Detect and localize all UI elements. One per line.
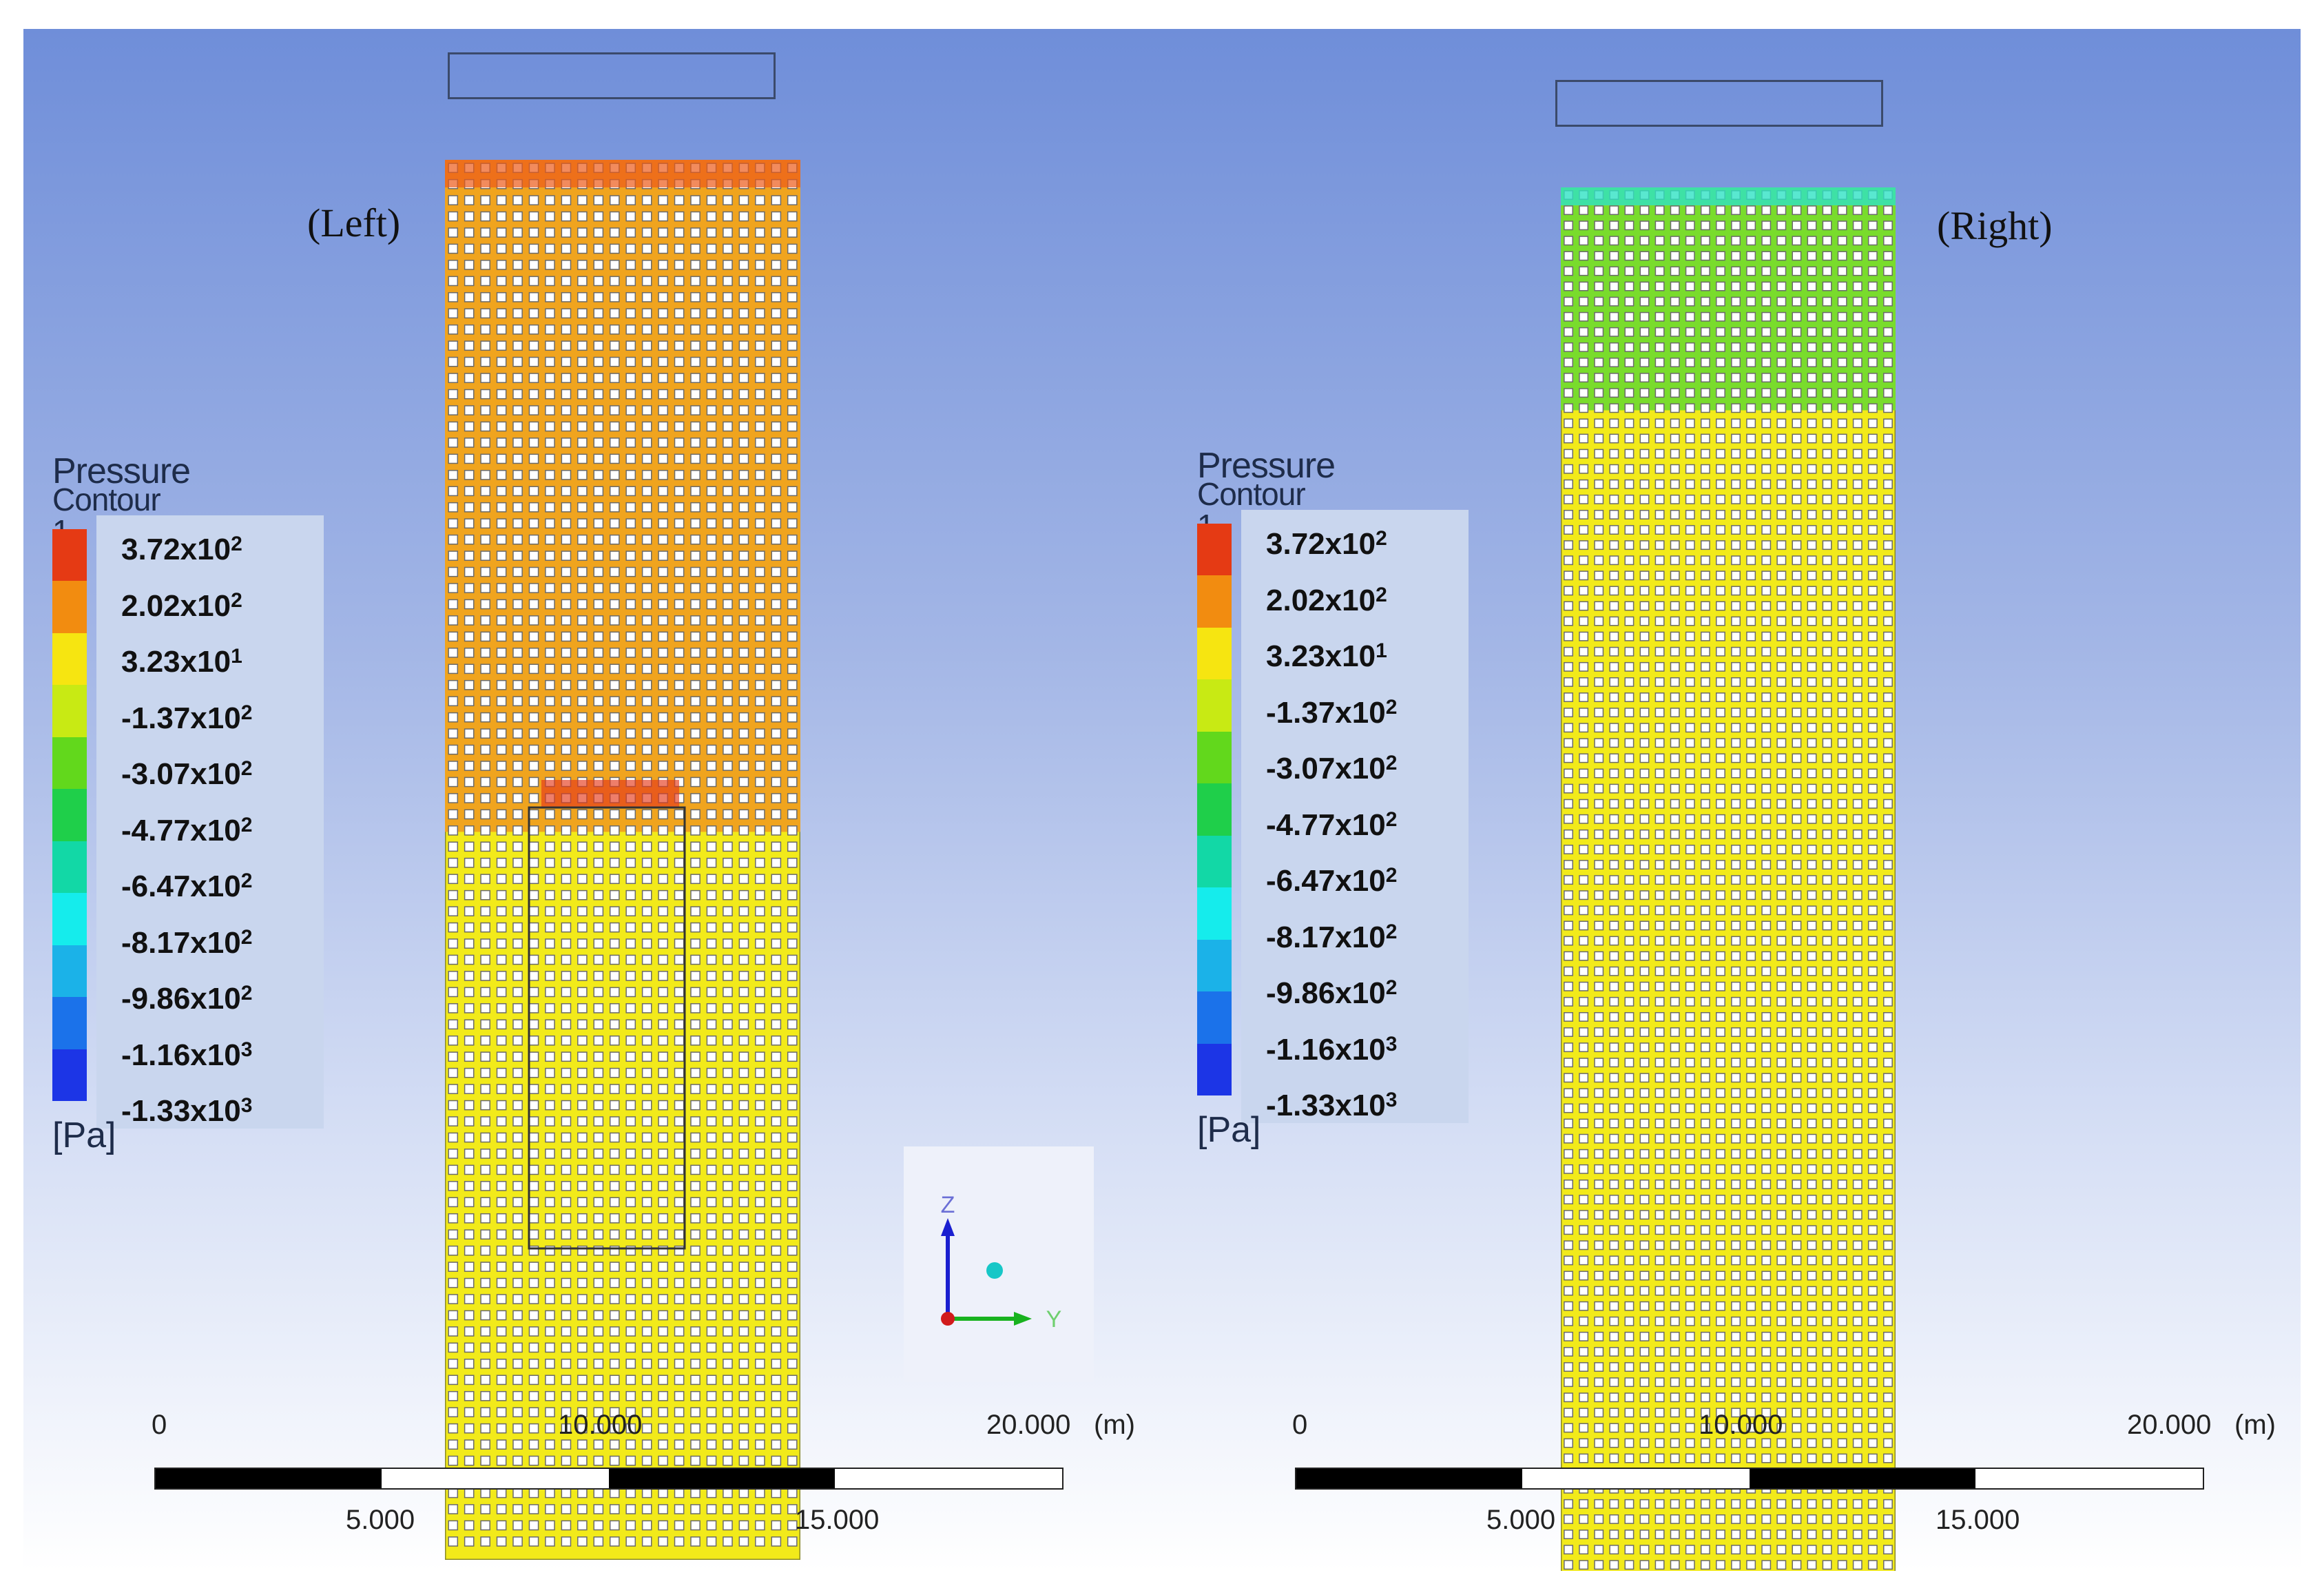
left-building-model (445, 160, 800, 1560)
inner-core-outline (528, 806, 686, 1250)
legend-value-label: -3.07x102 (121, 757, 253, 791)
cfd-viewport[interactable]: (Left) (Right) Pressure Contour 1 3.72x1… (23, 29, 2301, 1571)
legend-label-panel (96, 515, 324, 1129)
window-grid (448, 163, 798, 1547)
legend-color-segment (52, 945, 87, 998)
scale-black-segment (1296, 1469, 1522, 1488)
legend-value-label: -1.37x102 (1266, 695, 1398, 730)
legend-color-segment (1197, 731, 1232, 784)
right-building-model (1561, 187, 1896, 1571)
legend-value-label: 2.02x102 (1266, 583, 1387, 617)
y-axis-label: Y (1046, 1306, 1062, 1332)
legend-color-segment (52, 1049, 87, 1101)
legend-value-label: 3.72x102 (121, 533, 242, 566)
legend-color-segment (1197, 679, 1232, 732)
legend-color-segment (52, 632, 87, 686)
scale-black-segment (609, 1469, 835, 1488)
legend-value-label: -6.47x102 (121, 869, 253, 903)
scale-label-unit: (m) (1094, 1410, 1135, 1440)
legend-value-label: -1.16x103 (121, 1038, 253, 1072)
left-panel-label: (Left) (307, 200, 401, 245)
legend-value-label: -6.47x102 (1266, 864, 1398, 898)
legend-title: Pressure (52, 451, 191, 491)
scale-label-20: 20.000 (2127, 1410, 2212, 1440)
roof-suction-band (1561, 187, 1896, 205)
legend-color-segment (1197, 1043, 1232, 1095)
legend-color-segment (1197, 575, 1232, 628)
scale-track (1295, 1468, 2204, 1490)
mid-high-pressure-band (541, 780, 679, 807)
view-sphere (986, 1262, 1003, 1279)
scale-label-unit: (m) (2234, 1410, 2276, 1440)
left-top-frame (448, 52, 776, 99)
scale-label-20: 20.000 (986, 1410, 1071, 1440)
scale-label-15: 15.000 (1936, 1505, 2020, 1535)
scale-label-0: 0 (152, 1410, 167, 1440)
y-axis-head (1014, 1312, 1032, 1326)
legend-unit: [Pa] (52, 1115, 116, 1155)
legend-value-label: 3.23x101 (1266, 639, 1387, 673)
legend-unit: [Pa] (1197, 1110, 1261, 1150)
z-axis-label: Z (941, 1192, 955, 1218)
legend-value-label: -4.77x102 (121, 813, 253, 847)
legend-color-segment (1197, 783, 1232, 836)
axis-triad[interactable]: Z Y (904, 1146, 1094, 1382)
legend-value-label: -1.33x103 (121, 1094, 253, 1128)
legend-value-label: -4.77x102 (1266, 807, 1398, 842)
x-axis-dot (941, 1312, 955, 1326)
legend-value-label: -9.86x102 (1266, 976, 1398, 1010)
legend-value-label: -3.07x102 (1266, 752, 1398, 785)
legend-color-segment (52, 997, 87, 1049)
legend-color-segment (52, 841, 87, 894)
legend-label-panel (1241, 510, 1469, 1123)
legend-color-segment (1197, 939, 1232, 992)
legend-color-segment (52, 685, 87, 737)
legend-color-bar (52, 529, 87, 1101)
scale-label-0: 0 (1292, 1410, 1308, 1440)
legend-value-label: -9.86x102 (121, 982, 253, 1016)
scale-label-5: 5.000 (1486, 1505, 1556, 1535)
legend-value-label: -8.17x102 (1266, 920, 1398, 954)
scale-label-15: 15.000 (795, 1505, 880, 1535)
right-top-frame (1555, 80, 1883, 127)
legend-color-segment (52, 893, 87, 945)
legend-color-segment (1197, 991, 1232, 1044)
window-grid (1564, 190, 1893, 1570)
axis-triad-graphic: Z Y (941, 1192, 1062, 1332)
roof-high-pressure-band (445, 160, 800, 187)
legend-color-segment (1197, 524, 1232, 576)
legend-value-label: -1.16x103 (1266, 1032, 1398, 1067)
legend-color-segment (1197, 887, 1232, 940)
legend-color-segment (52, 737, 87, 790)
z-axis-head (941, 1218, 955, 1236)
scale-black-segment (156, 1469, 382, 1488)
scale-label-5: 5.000 (346, 1505, 415, 1535)
legend-value-label: -1.33x103 (1266, 1089, 1398, 1122)
scale-label-10: 10.000 (1699, 1410, 1783, 1440)
legend-value-label: -1.37x102 (121, 701, 253, 735)
legend-color-segment (52, 581, 87, 633)
legend-title: Pressure (1197, 446, 1336, 486)
legend-color-bar (1197, 524, 1232, 1095)
legend-value-label: 3.23x101 (121, 645, 242, 679)
legend-color-segment (52, 789, 87, 841)
right-panel-label: (Right) (1937, 203, 2053, 248)
legend-color-segment (52, 529, 87, 582)
scale-black-segment (1750, 1469, 1975, 1488)
legend-value-label: -8.17x102 (121, 925, 253, 960)
legend-value-label: 3.72x102 (1266, 527, 1387, 561)
scale-label-10: 10.000 (558, 1410, 643, 1440)
legend-color-segment (1197, 627, 1232, 680)
scale-track (154, 1468, 1064, 1490)
legend-color-segment (1197, 835, 1232, 888)
legend-value-label: 2.02x102 (121, 588, 242, 623)
